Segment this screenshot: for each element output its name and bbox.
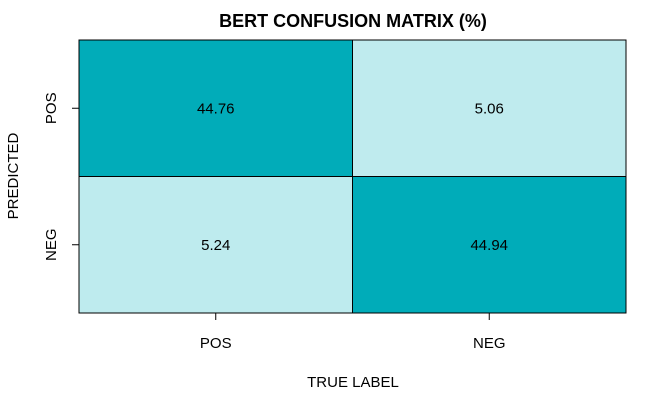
x-tick-label: NEG [473,335,506,352]
cell-value-label: 5.24 [201,237,230,254]
cell-value-label: 44.76 [197,100,235,117]
plot-frame [78,39,627,314]
cell-value-label: 44.94 [470,237,508,254]
cell-value-label: 5.06 [475,100,504,117]
heatmap-cell-pos-pos [78,39,353,177]
y-axis-label: PREDICTED [5,133,22,220]
x-axis-label: TRUE LABEL [307,374,399,391]
x-axis-ticks: POS NEG [200,313,506,352]
heatmap-cells [78,39,627,314]
cell-value-labels: 44.76 5.06 5.24 44.94 [197,100,508,254]
heatmap-cell-neg-pos [78,176,353,314]
heatmap-cell-neg-neg [352,176,627,314]
heatmap-cell-pos-neg [352,39,627,177]
x-tick-label: POS [200,335,232,352]
chart-title: BERT CONFUSION MATRIX (%) [219,11,487,31]
y-axis-ticks: POS NEG [43,92,79,261]
y-tick-label: NEG [43,228,60,261]
y-tick-label: POS [43,92,60,124]
